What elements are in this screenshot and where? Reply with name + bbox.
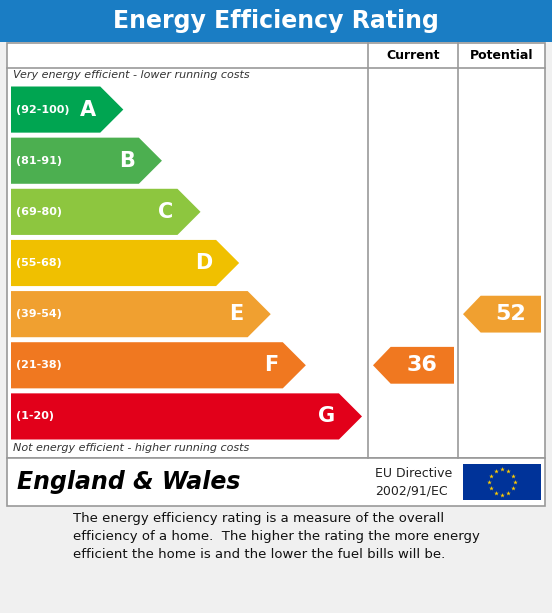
Polygon shape xyxy=(11,240,239,286)
Polygon shape xyxy=(373,347,454,384)
Text: B: B xyxy=(119,151,135,170)
Text: (92-100): (92-100) xyxy=(16,105,70,115)
Polygon shape xyxy=(11,138,162,184)
Text: A: A xyxy=(80,99,96,120)
Text: (21-38): (21-38) xyxy=(16,360,62,370)
Text: (81-91): (81-91) xyxy=(16,156,62,166)
Text: 36: 36 xyxy=(407,356,438,375)
Text: EU Directive
2002/91/EC: EU Directive 2002/91/EC xyxy=(375,467,452,497)
Text: 52: 52 xyxy=(496,304,526,324)
Bar xyxy=(463,464,541,500)
Polygon shape xyxy=(11,394,362,440)
Text: D: D xyxy=(195,253,212,273)
Text: Very energy efficient - lower running costs: Very energy efficient - lower running co… xyxy=(13,70,250,80)
Text: (55-68): (55-68) xyxy=(16,258,62,268)
Bar xyxy=(7,43,545,458)
Text: (39-54): (39-54) xyxy=(16,309,62,319)
Text: E: E xyxy=(230,304,243,324)
Text: Energy Efficiency Rating: Energy Efficiency Rating xyxy=(113,9,439,33)
Text: (1-20): (1-20) xyxy=(16,411,54,421)
Polygon shape xyxy=(11,291,270,337)
Text: The energy efficiency rating is a measure of the overall
efficiency of a home.  : The energy efficiency rating is a measur… xyxy=(72,512,480,561)
Text: G: G xyxy=(318,406,335,427)
Polygon shape xyxy=(11,189,200,235)
Text: (69-80): (69-80) xyxy=(16,207,62,217)
Bar xyxy=(0,0,552,42)
Polygon shape xyxy=(11,86,123,132)
Text: Current: Current xyxy=(387,49,440,62)
Bar xyxy=(7,458,545,506)
Text: F: F xyxy=(264,356,279,375)
Polygon shape xyxy=(11,342,306,389)
Text: C: C xyxy=(158,202,173,222)
Text: Not energy efficient - higher running costs: Not energy efficient - higher running co… xyxy=(13,443,250,453)
Polygon shape xyxy=(463,295,541,333)
Text: Potential: Potential xyxy=(470,49,534,62)
Text: England & Wales: England & Wales xyxy=(17,470,241,494)
